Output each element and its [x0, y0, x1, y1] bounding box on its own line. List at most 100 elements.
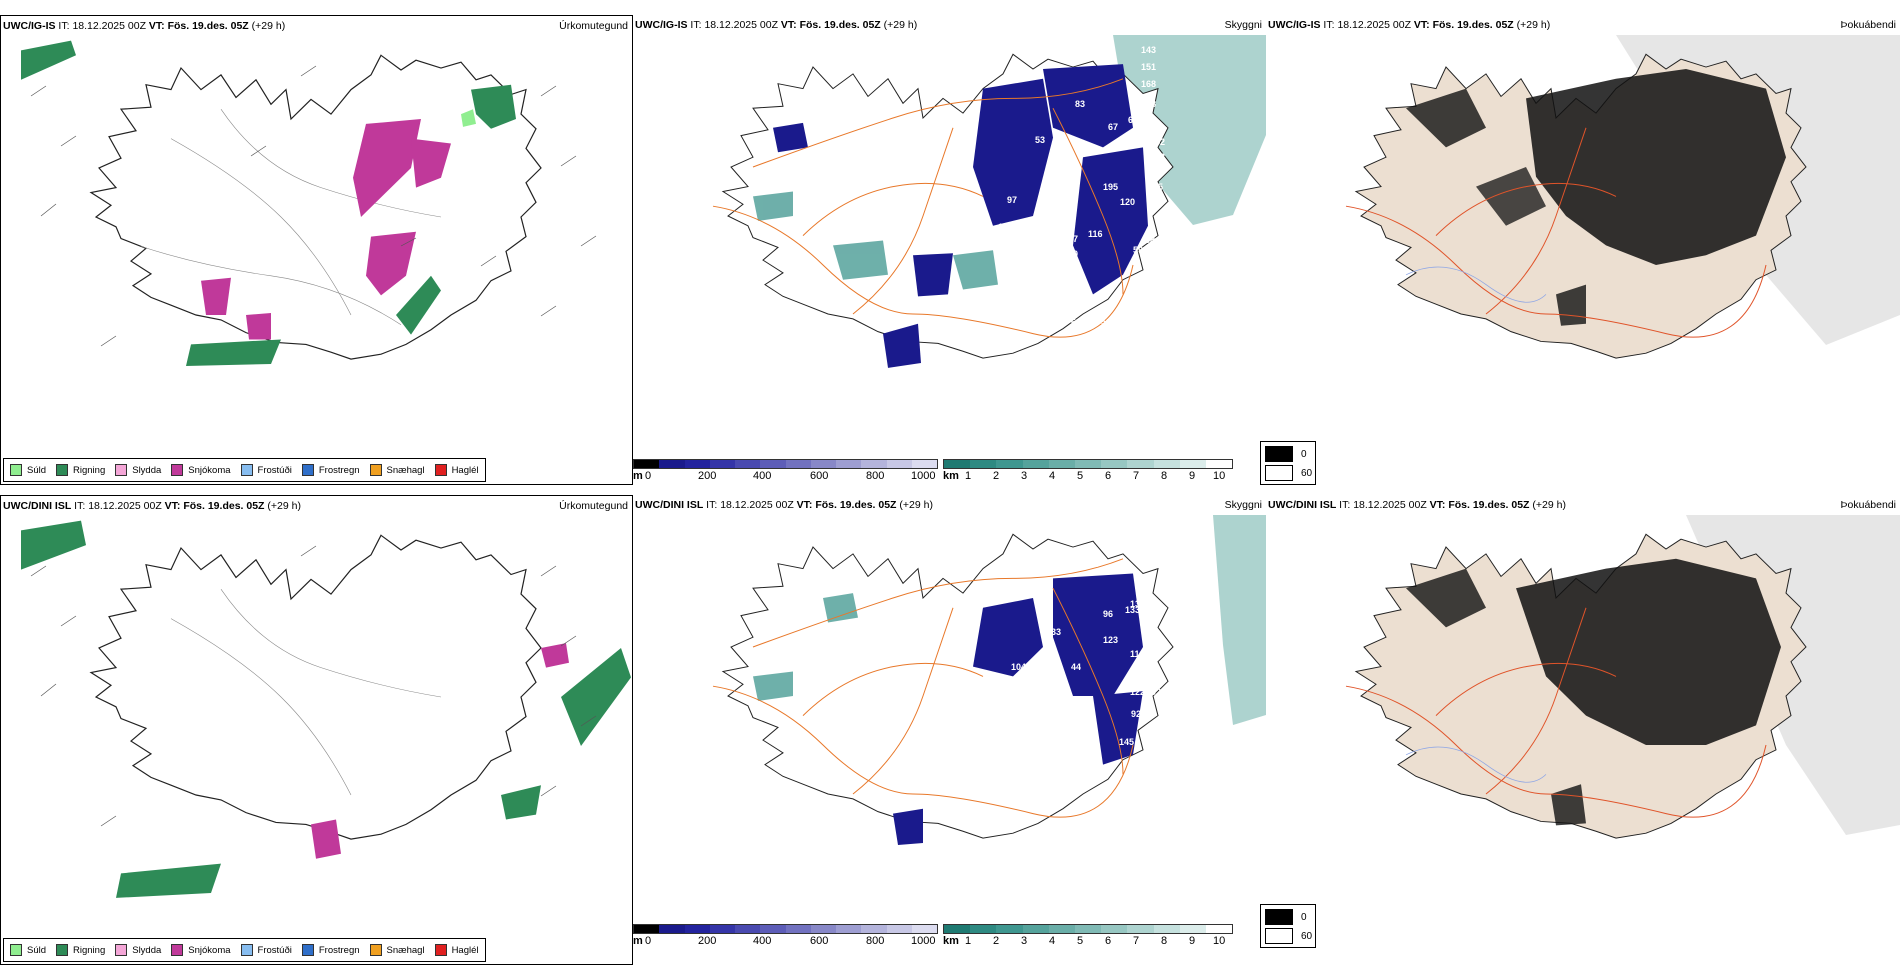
legend-item-snaehagl: Snæhagl: [369, 464, 425, 476]
vis-value: 85: [1028, 219, 1038, 229]
legend-item-slydda: Slydda: [115, 944, 161, 956]
vis-value: 92: [1131, 709, 1141, 719]
precip-type-legend: Súld Rigning Slydda Snjókoma Frostúði Fr…: [3, 458, 486, 482]
vis-value: 109: [998, 222, 1013, 232]
legend-item-snjokoma: Snjókoma: [171, 944, 231, 956]
panel-visibility-dini: UWC/DINI ISL IT: 18.12.2025 00Z VT: Fös.…: [633, 495, 1316, 950]
panel-type-label: Úrkomutegund: [559, 500, 628, 512]
vis-value: 96: [1103, 609, 1113, 619]
vis-value: 52: [1155, 137, 1165, 147]
vis-value: 212: [1151, 637, 1166, 647]
legend-item-rigning: Rigning: [56, 944, 105, 956]
legend-item-frostregn: Frostregn: [301, 464, 360, 476]
vis-value: 129: [1075, 759, 1090, 769]
fog-index-legend: 0 60: [1260, 904, 1316, 948]
vis-value: 92: [991, 700, 1001, 710]
vis-value: 44: [1071, 662, 1081, 672]
vis-value: 61: [1071, 317, 1081, 327]
legend-item-sudl: Súld: [10, 944, 46, 956]
vis-value: 86: [935, 867, 945, 877]
vis-value: 195: [1103, 182, 1118, 192]
panel-fog-index-igis: UWC/IG-IS IT: 18.12.2025 00Z VT: Fös. 19…: [1266, 15, 1900, 485]
panel-title: UWC/IG-IS IT: 18.12.2025 00Z VT: Fös. 19…: [3, 20, 286, 32]
fog-index-legend: 0 60: [1260, 441, 1316, 485]
panel-precip-type-igis: UWC/IG-IS IT: 18.12.2025 00Z VT: Fös. 19…: [0, 15, 633, 485]
vis-value: 68: [1145, 235, 1155, 245]
vis-value: 168: [1141, 79, 1156, 89]
vis-value: 330: [1063, 249, 1078, 259]
panel-title: UWC/DINI ISL IT: 18.12.2025 00Z VT: Fös.…: [1268, 499, 1566, 511]
vis-value: 123: [1103, 635, 1118, 645]
panel-type-label: Skyggni: [1224, 19, 1262, 31]
precip-map: [21, 520, 631, 898]
visibility-scale-km: km 1 2 3 4 5 6 7 8 9 10: [943, 924, 1233, 950]
legend-item-snjokoma: Snjókoma: [171, 464, 231, 476]
panel-title: UWC/IG-IS IT: 18.12.2025 00Z VT: Fös. 19…: [1268, 19, 1551, 31]
panel-title: UWC/DINI ISL IT: 18.12.2025 00Z VT: Fös.…: [3, 500, 301, 512]
visibility-map: 257 96 133 123 116 212 104 92 93 122 92 …: [712, 515, 1266, 877]
vis-value: 62: [1161, 287, 1171, 297]
vis-value: 57: [945, 399, 955, 409]
vis-value: 120: [1058, 775, 1073, 785]
panel-type-label: Þokuábendi: [1840, 499, 1896, 511]
visibility-values: 257 96 133 123 116 212 104 92 93 122 92 …: [930, 559, 1166, 877]
vis-value: 53: [1035, 135, 1045, 145]
vis-value: 151: [1141, 62, 1156, 72]
panel-title: UWC/IG-IS IT: 18.12.2025 00Z VT: Fös. 19…: [635, 19, 918, 31]
legend-item-slydda: Slydda: [115, 464, 161, 476]
vis-value: 74: [1073, 342, 1083, 352]
vis-value: 122: [1130, 687, 1145, 697]
vis-value: 248: [1051, 294, 1066, 304]
vis-value: 93: [991, 715, 1001, 725]
panel-type-label: Skyggni: [1224, 499, 1262, 511]
legend-item-frostudi: Frostúði: [240, 464, 292, 476]
vis-value: 55: [941, 369, 951, 379]
vis-value: 152: [1048, 165, 1063, 175]
vis-value: 67: [1108, 122, 1118, 132]
legend-item-snaehagl: Snæhagl: [369, 944, 425, 956]
vis-value: 120: [1120, 197, 1135, 207]
panel-type-label: Þokuábendi: [1840, 19, 1896, 31]
vis-value: 92: [1151, 687, 1161, 697]
legend-item-sudl: Súld: [10, 464, 46, 476]
visibility-scale-m: m 0 200 400 600 800 1000: [633, 459, 938, 485]
vis-value: 58: [1143, 267, 1153, 277]
vis-value: 145: [1119, 737, 1134, 747]
vis-value: 75: [1151, 675, 1161, 685]
vis-value: 83: [1075, 99, 1085, 109]
vis-value: 116: [1088, 229, 1103, 239]
vis-value: 116: [1130, 649, 1145, 659]
vis-value: 51: [1101, 317, 1111, 327]
fog-index-map: [1345, 515, 1900, 839]
panel-type-label: Úrkomutegund: [559, 20, 628, 32]
visibility-values: 143 151 168 188 83 67 64 52 63 65 97 109…: [941, 45, 1173, 409]
fog-index-map: [1345, 35, 1900, 359]
vis-value: 60: [1163, 232, 1173, 242]
vis-value: 108: [930, 827, 945, 837]
vis-value: 277: [1063, 234, 1078, 244]
visibility-scale-m: m 0 200 400 600 800 1000: [633, 924, 938, 950]
vis-value: 64: [1128, 115, 1138, 125]
vis-value: 33: [1051, 627, 1061, 637]
legend-item-frostudi: Frostúði: [240, 944, 292, 956]
panel-fog-index-dini: UWC/DINI ISL IT: 18.12.2025 00Z VT: Fös.…: [1266, 495, 1900, 950]
vis-value: 133: [1125, 605, 1140, 615]
vis-value: 143: [1141, 45, 1156, 55]
panel-title: UWC/DINI ISL IT: 18.12.2025 00Z VT: Fös.…: [635, 499, 933, 511]
vis-value: 155: [1055, 205, 1070, 215]
legend-item-haglel: Haglél: [434, 944, 479, 956]
legend-item-frostregn: Frostregn: [301, 944, 360, 956]
visibility-scale-km: km 1 2 3 4 5 6 7 8 9 10: [943, 459, 1233, 485]
vis-value: 97: [1007, 195, 1017, 205]
legend-item-rigning: Rigning: [56, 464, 105, 476]
vis-value: 257: [1085, 559, 1100, 569]
vis-value: 130: [1130, 599, 1145, 609]
vis-value: 232: [1058, 185, 1073, 195]
vis-value: 59: [1133, 245, 1143, 255]
panel-visibility-igis: UWC/IG-IS IT: 18.12.2025 00Z VT: Fös. 19…: [633, 15, 1316, 485]
legend-item-haglel: Haglél: [434, 464, 479, 476]
vis-value: 104: [1011, 662, 1026, 672]
vis-value: 188: [1141, 99, 1156, 109]
panel-precip-type-dini: UWC/DINI ISL IT: 18.12.2025 00Z VT: Fös.…: [0, 495, 633, 965]
vis-value: 65: [1153, 182, 1163, 192]
